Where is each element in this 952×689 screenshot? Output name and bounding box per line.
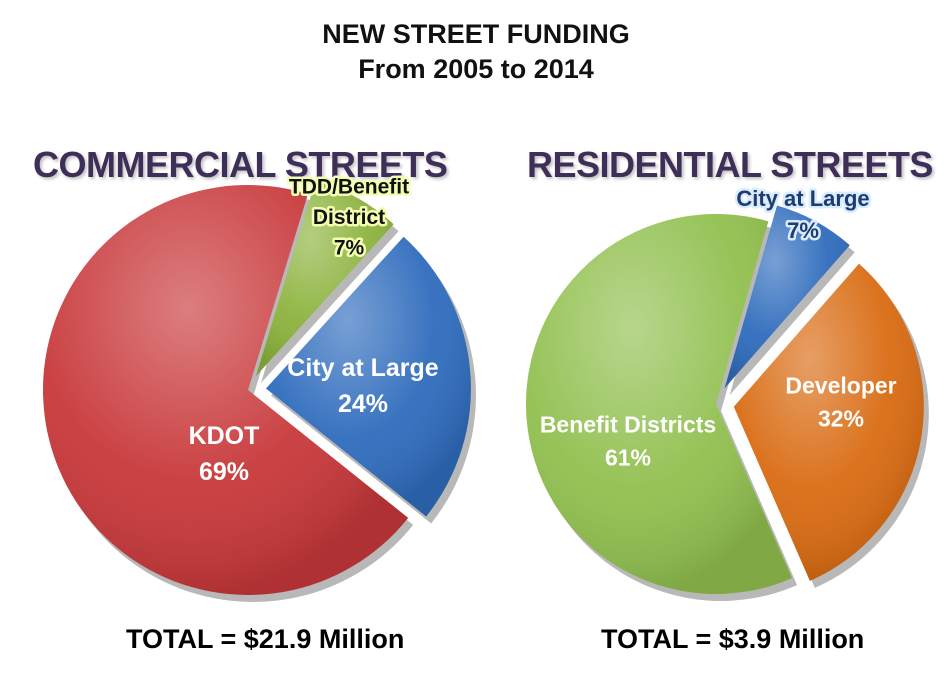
- commercial-chart-title: COMMERCIAL STREETS: [33, 144, 448, 185]
- pie1-label-tdd-benefit-district: TDD/Benefit District 7%: [289, 176, 409, 260]
- pie2-label-benefit-districts: Benefit Districts 61%: [540, 411, 716, 470]
- pie1-slice-gloss: [265, 236, 471, 517]
- pie1-slice-gloss: [42, 184, 409, 595]
- pie2-slice-gloss: [733, 263, 924, 581]
- pie2-slice-gloss: [724, 205, 850, 389]
- pie1-slice-gloss: [255, 180, 394, 377]
- pie2-label-developer: Developer 32%: [785, 372, 896, 431]
- residential-chart-title: RESIDENTIAL STREETS: [527, 144, 933, 185]
- main-subtitle: From 2005 to 2014: [358, 54, 594, 84]
- pie2-label-city-at-large: City at Large 7%: [736, 186, 869, 243]
- pie1-label-city-at-large: City at Large 24%: [287, 354, 439, 418]
- commercial-total: TOTAL = $21.9 Million: [126, 624, 405, 654]
- main-title: NEW STREET FUNDING: [322, 19, 630, 49]
- pie2-slice-gloss: [526, 214, 793, 594]
- residential-total: TOTAL = $3.9 Million: [601, 624, 865, 654]
- pie1-label-kdot: KDOT 69%: [189, 422, 260, 486]
